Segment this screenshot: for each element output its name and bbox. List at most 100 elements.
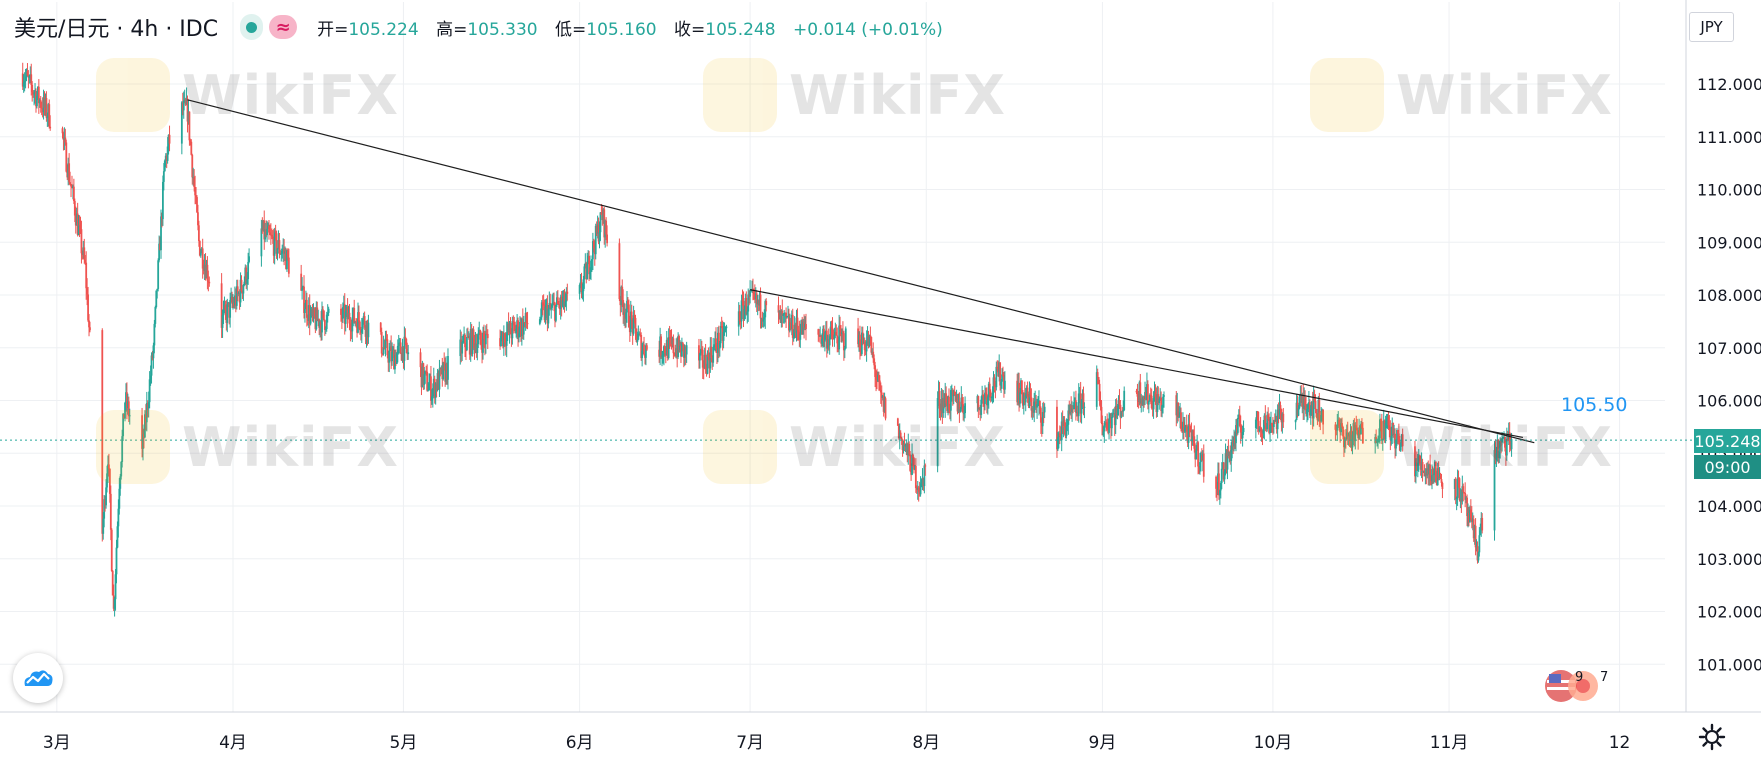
candle-body <box>1236 417 1239 433</box>
candle-body <box>755 293 758 305</box>
candle <box>1179 402 1181 429</box>
candle-body <box>670 338 673 345</box>
candle <box>1473 524 1476 545</box>
tradingview-logo-button[interactable] <box>13 653 63 703</box>
candle <box>943 393 946 409</box>
candle-body <box>1181 429 1183 431</box>
candle <box>553 292 555 312</box>
candle-body <box>786 316 788 318</box>
candle <box>1228 451 1231 463</box>
candle <box>790 310 793 336</box>
candle-body <box>190 141 193 155</box>
candle-body <box>1477 552 1480 561</box>
candle-body <box>945 393 948 404</box>
candle <box>1022 392 1025 415</box>
candle-body <box>1187 424 1190 443</box>
candle <box>1029 383 1032 402</box>
candle <box>758 291 761 311</box>
candle-body <box>1278 405 1281 415</box>
candle-body <box>199 252 202 256</box>
candle <box>1142 395 1145 412</box>
candle-body <box>1135 390 1138 393</box>
candle-body <box>710 346 713 358</box>
candle <box>823 325 825 347</box>
candle <box>1182 416 1185 440</box>
candle <box>230 287 232 303</box>
wave-icon[interactable]: ≈ <box>269 15 298 39</box>
candle <box>188 111 191 146</box>
economic-events[interactable]: 9 7 <box>1543 666 1613 706</box>
symbol-title[interactable]: 美元/日元 · 4h · IDC <box>14 17 219 42</box>
candle-body <box>865 341 868 352</box>
candle <box>1298 394 1301 410</box>
candle <box>430 365 432 409</box>
candle <box>352 307 355 327</box>
candle <box>700 340 703 361</box>
candle <box>1202 444 1205 483</box>
candle <box>1096 368 1099 385</box>
candle-body <box>762 319 765 322</box>
candle-body <box>985 392 987 394</box>
candle <box>282 238 285 262</box>
candle-body <box>1193 436 1196 449</box>
candle <box>781 299 784 328</box>
candle-body <box>463 335 465 342</box>
candle <box>950 384 953 402</box>
candle-body <box>526 323 529 325</box>
candle-body <box>1390 435 1393 440</box>
candle <box>275 230 278 259</box>
settings-gear-icon[interactable] <box>1697 722 1727 752</box>
candle-body <box>943 397 946 407</box>
candle-body <box>346 307 349 320</box>
candle <box>1334 421 1337 441</box>
candle-body <box>953 391 956 395</box>
candle-body <box>144 414 146 438</box>
candle-body <box>482 332 484 353</box>
candle-body <box>838 325 841 350</box>
candle <box>589 267 591 280</box>
candle <box>427 382 429 392</box>
candle <box>699 352 701 369</box>
candle-body <box>125 392 127 403</box>
candle-body <box>587 255 590 264</box>
candle <box>509 317 512 335</box>
candle <box>1478 527 1481 557</box>
candle <box>281 244 284 259</box>
candle-body <box>1381 439 1384 441</box>
candle-body <box>160 216 162 251</box>
candle-body <box>1242 427 1245 433</box>
candle <box>592 238 595 253</box>
candle <box>1233 429 1235 452</box>
candle <box>720 316 723 329</box>
candle-body <box>1069 405 1072 414</box>
candle <box>407 344 410 360</box>
candle-body <box>508 322 511 333</box>
candle <box>243 276 246 287</box>
market-status[interactable] <box>240 14 264 40</box>
candle-body <box>543 305 546 321</box>
candle <box>718 340 721 357</box>
candle <box>1197 440 1199 475</box>
candle <box>863 337 866 357</box>
candle <box>788 308 790 338</box>
candle-body <box>837 343 840 350</box>
candle <box>548 291 551 316</box>
candle-body <box>552 302 555 305</box>
currency-button[interactable]: JPY <box>1689 12 1734 42</box>
candle-body <box>104 499 107 506</box>
candle-body <box>1105 422 1108 424</box>
candle <box>238 289 241 310</box>
candle-body <box>141 415 143 449</box>
candle <box>1498 440 1501 463</box>
candle-body <box>1282 413 1285 423</box>
candle-body <box>1432 469 1434 475</box>
candle <box>795 309 798 342</box>
candle <box>222 300 225 325</box>
candle <box>739 311 742 330</box>
candle-body <box>390 346 393 362</box>
candle <box>153 319 156 354</box>
candle-body <box>538 319 541 325</box>
candle <box>1361 418 1363 429</box>
candle <box>72 178 75 205</box>
